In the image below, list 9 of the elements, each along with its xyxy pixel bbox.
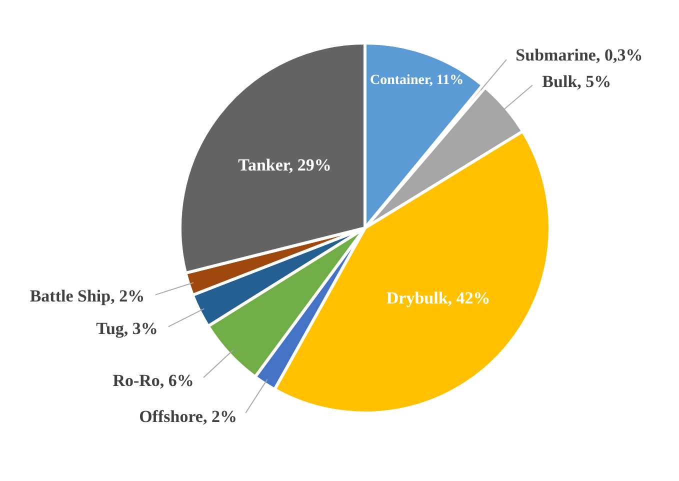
- slice-label: Tug, 3%: [96, 318, 158, 338]
- slice-label: Bulk, 5%: [542, 72, 612, 91]
- slice-label: Battle Ship, 2%: [30, 286, 145, 306]
- slice-label: Drybulk, 42%: [386, 288, 490, 308]
- slice-label: Tanker, 29%: [238, 155, 332, 174]
- slice-label: Ro-Ro, 6%: [112, 370, 194, 390]
- slice-label: Container, 11%: [370, 72, 464, 88]
- slice-label: Submarine, 0,3%: [516, 46, 643, 65]
- slice-label: Offshore, 2%: [139, 407, 237, 426]
